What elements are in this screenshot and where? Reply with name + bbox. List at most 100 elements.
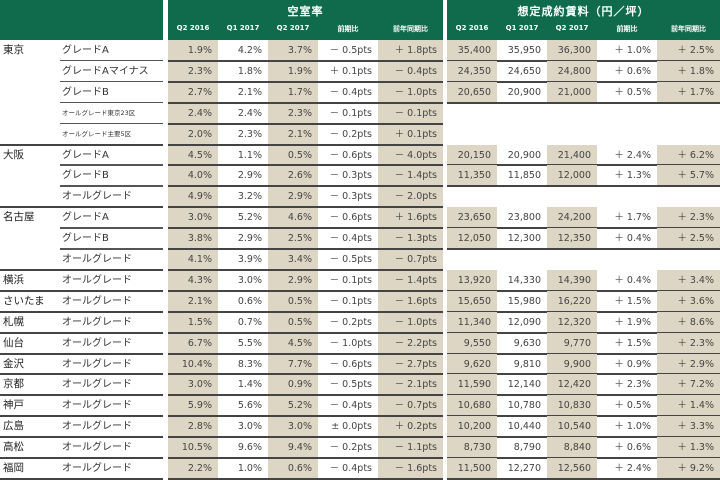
grade-label: グレードAマイナス bbox=[62, 65, 149, 77]
vacancy-value: － 0.6pts bbox=[329, 212, 372, 224]
vacancy-value: 3.4% bbox=[287, 254, 312, 265]
rent-col-q2-2017: Q2 2017 bbox=[555, 24, 589, 32]
grade-label: オールグレード bbox=[62, 421, 132, 433]
vacancy-value: 0.9% bbox=[287, 379, 312, 391]
vacancy-value: 0.5% bbox=[287, 149, 312, 161]
grade-label: オールグレード bbox=[62, 463, 132, 474]
vacancy-value: － 2.1pts bbox=[394, 379, 437, 391]
vacancy-value: 1.9% bbox=[187, 45, 212, 56]
rent-value: 12,000 bbox=[547, 165, 597, 187]
vacancy-value: 3.8% bbox=[187, 233, 212, 245]
vacancy-col-qoq: 前期比 bbox=[337, 25, 359, 33]
rent-value: ＋ 2.5% bbox=[657, 40, 720, 61]
rent-col-q1-2017: Q1 2017 bbox=[505, 24, 539, 32]
city-name: 札幌 bbox=[3, 315, 24, 328]
vacancy-value: 2.3% bbox=[237, 128, 262, 140]
rent-value: ＋ 1.3% bbox=[614, 170, 651, 182]
rent-value: 24,650 bbox=[507, 65, 541, 77]
table-row: 札幌 オールグレード 1.5% 0.7% 0.5% － 0.2pts － 1.0pts 11,… bbox=[0, 311, 720, 333]
rent-value: 24,800 bbox=[547, 60, 597, 82]
row-divider bbox=[168, 122, 443, 125]
table-row: 高松 オールグレード 10.5% 9.6% 9.4% － 0.2pts － 1.1pts 8,… bbox=[0, 437, 720, 459]
vacancy-value: － 0.3pts bbox=[329, 191, 372, 203]
rent-value: ＋ 3.6% bbox=[657, 290, 720, 312]
vacancy-value: 4.9% bbox=[187, 191, 212, 203]
table-row: オールグレード 4.1% 3.9% 3.4% － 0.5pts － 0.7pts bbox=[0, 249, 720, 270]
rent-value: 15,650 bbox=[447, 290, 497, 312]
vacancy-value: ＋ 1.6pts bbox=[394, 212, 437, 224]
vacancy-value: 5.5% bbox=[237, 337, 262, 349]
row-divider bbox=[168, 289, 443, 292]
rent-value: ＋ 1.7% bbox=[614, 212, 651, 224]
table-row: グレードB 4.0% 2.9% 2.6% － 0.3pts － 1.4pts 11,350 1… bbox=[0, 165, 720, 187]
vacancy-value: 8.3% bbox=[237, 358, 262, 370]
table-row: グレードB 2.7% 2.1% 1.7% － 0.4pts － 1.0pts 20,650 2… bbox=[0, 81, 720, 103]
vacancy-value: － 0.2pts bbox=[329, 442, 372, 454]
vacancy-col-q2-2016: Q2 2016 bbox=[176, 24, 210, 32]
vacancy-value: 7.7% bbox=[287, 358, 312, 370]
vacancy-value: － 0.1pts bbox=[329, 295, 372, 307]
rent-value: ＋ 0.6% bbox=[614, 442, 651, 454]
table-row: 横浜 オールグレード 4.3% 3.0% 2.9% － 0.1pts － 1.4pts 13,… bbox=[0, 269, 720, 291]
vacancy-value: － 0.1pts bbox=[394, 107, 437, 119]
vacancy-col-q1-2017: Q1 2017 bbox=[226, 24, 260, 32]
row-divider bbox=[168, 394, 443, 397]
vacancy-value: 4.5% bbox=[187, 149, 212, 161]
table-row: 金沢 オールグレード 10.4% 8.3% 7.7% － 0.6pts － 2.7pts 9,… bbox=[0, 353, 720, 375]
rent-value: ＋ 7.2% bbox=[657, 374, 720, 396]
vacancy-value: 4.2% bbox=[237, 45, 262, 56]
rent-value: 20,900 bbox=[507, 86, 541, 98]
row-divider bbox=[168, 248, 443, 250]
city-name: 東京 bbox=[3, 44, 24, 56]
vacancy-value: 1.7% bbox=[287, 86, 312, 98]
rent-value: 10,830 bbox=[547, 395, 597, 417]
rent-value: ＋ 1.4% bbox=[657, 395, 720, 417]
vacancy-value: 2.9% bbox=[237, 233, 262, 245]
vacancy-value: － 1.0pts bbox=[394, 316, 437, 328]
rent-value: ＋ 0.5% bbox=[614, 400, 651, 412]
vacancy-value: 2.1% bbox=[287, 128, 312, 140]
vacancy-value: － 0.1pts bbox=[329, 274, 372, 286]
row-divider bbox=[168, 80, 443, 83]
rent-value: 24,200 bbox=[547, 207, 597, 229]
vacancy-value: － 0.3pts bbox=[329, 170, 372, 182]
row-divider bbox=[447, 185, 720, 188]
vacancy-value: － 1.4pts bbox=[394, 170, 437, 182]
rent-value: 12,090 bbox=[507, 316, 541, 328]
row-divider bbox=[0, 373, 163, 376]
vacancy-value: 1.4% bbox=[237, 379, 262, 391]
table-row: 大阪 グレードA 4.5% 1.1% 0.5% － 0.6pts － 4.0pts 20,15… bbox=[0, 144, 720, 166]
grade-label: オールグレード bbox=[62, 191, 132, 203]
vacancy-value: 1.5% bbox=[187, 316, 212, 328]
rent-value: 12,560 bbox=[547, 458, 597, 479]
grade-label: グレードA bbox=[62, 45, 109, 56]
rent-value: 24,350 bbox=[447, 60, 497, 82]
grade-label: オールグレード主要5区 bbox=[62, 129, 132, 138]
vacancy-value: － 0.7pts bbox=[394, 254, 437, 265]
rent-value: 14,330 bbox=[507, 274, 541, 286]
row-divider bbox=[168, 436, 443, 439]
vacancy-value: 5.9% bbox=[187, 400, 212, 412]
rent-value: ＋ 2.3% bbox=[657, 207, 720, 229]
rent-value: 21,400 bbox=[547, 144, 597, 166]
vacancy-shade-q2-2017 bbox=[268, 40, 318, 478]
row-divider bbox=[0, 394, 163, 397]
row-divider bbox=[0, 206, 163, 209]
city-name: 仙台 bbox=[3, 336, 24, 349]
rent-value: ＋ 8.6% bbox=[657, 311, 720, 333]
rent-value: ＋ 1.3% bbox=[657, 437, 720, 459]
row-divider bbox=[168, 143, 443, 146]
vacancy-value: 2.2% bbox=[187, 463, 212, 474]
vacancy-value: 3.0% bbox=[187, 379, 212, 391]
rent-value: ＋ 1.9% bbox=[614, 316, 651, 328]
vacancy-value: － 0.2pts bbox=[329, 128, 372, 140]
vacancy-shade-yoy bbox=[378, 40, 443, 478]
grade-label: オールグレード bbox=[62, 337, 132, 349]
rent-value: 8,840 bbox=[547, 437, 597, 459]
city-name bbox=[3, 186, 60, 207]
vacancy-value: 0.5% bbox=[287, 295, 312, 307]
grade-label: グレードA bbox=[62, 212, 109, 224]
rent-value: 20,900 bbox=[507, 149, 541, 161]
vacancy-value: － 1.1pts bbox=[394, 442, 437, 454]
header-blank bbox=[0, 0, 163, 40]
